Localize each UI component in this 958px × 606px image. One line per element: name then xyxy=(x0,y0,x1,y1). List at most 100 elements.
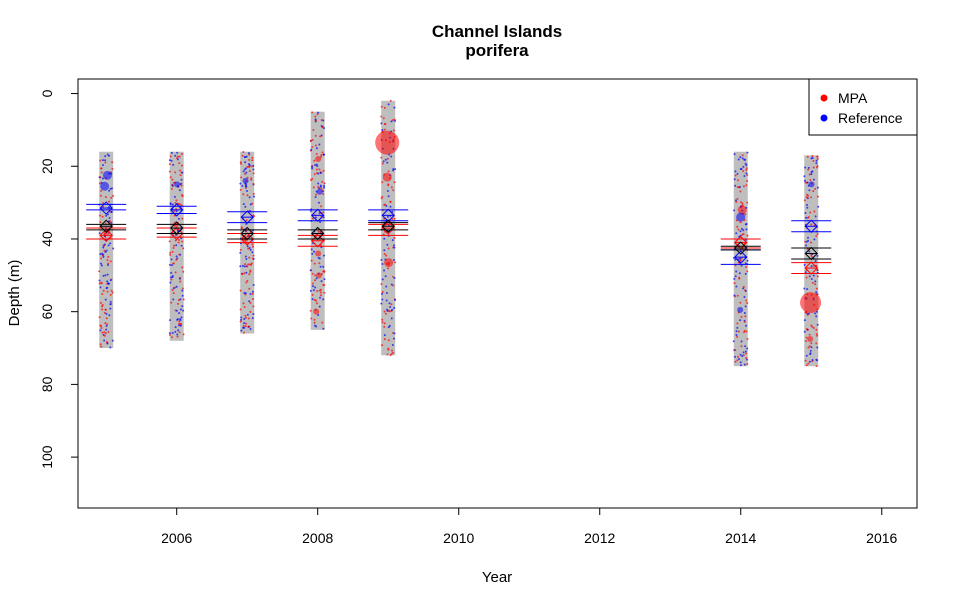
point-reference xyxy=(745,324,748,327)
point-reference xyxy=(815,291,818,294)
point-mpa xyxy=(250,178,253,181)
point-mpa xyxy=(807,362,810,365)
point-reference xyxy=(806,203,809,206)
point-mpa xyxy=(390,186,393,189)
point-reference xyxy=(314,286,317,289)
point-reference xyxy=(737,306,744,313)
point-reference xyxy=(734,258,737,261)
point-reference xyxy=(735,232,738,235)
point-mpa xyxy=(106,290,109,293)
point-mpa xyxy=(746,180,749,183)
x-axis: 2006 2008 2010 2012 2014 2016 xyxy=(161,507,898,546)
point-reference xyxy=(311,298,314,301)
point-reference xyxy=(179,318,182,321)
point-reference xyxy=(392,337,395,340)
point-mpa xyxy=(743,320,746,323)
point-reference xyxy=(104,159,107,162)
point-mpa xyxy=(244,263,247,266)
point-reference xyxy=(177,217,180,220)
point-mpa xyxy=(106,323,109,326)
point-mpa xyxy=(239,188,242,191)
point-mpa xyxy=(316,289,319,292)
point-mpa xyxy=(169,334,172,337)
point-reference xyxy=(816,323,819,326)
point-reference xyxy=(806,288,809,291)
point-reference xyxy=(99,286,102,289)
point-reference xyxy=(99,329,102,332)
point-mpa xyxy=(380,156,383,159)
point-reference xyxy=(387,195,390,198)
point-reference xyxy=(803,287,806,290)
point-mpa xyxy=(319,231,322,234)
point-mpa xyxy=(804,240,807,243)
point-mpa xyxy=(387,267,390,270)
point-mpa xyxy=(315,299,318,302)
point-mpa xyxy=(809,211,812,214)
point-mpa xyxy=(384,258,394,268)
point-reference xyxy=(109,346,112,349)
point-reference xyxy=(249,203,252,206)
point-mpa xyxy=(174,171,177,174)
point-reference xyxy=(735,333,738,336)
point-mpa xyxy=(800,292,822,314)
point-reference xyxy=(102,253,105,256)
point-reference xyxy=(101,177,104,180)
point-mpa xyxy=(816,334,819,337)
point-reference xyxy=(172,287,175,290)
point-reference xyxy=(388,302,391,305)
point-mpa xyxy=(102,201,105,204)
point-mpa xyxy=(240,176,243,179)
point-mpa xyxy=(109,260,112,263)
point-reference xyxy=(385,299,388,302)
point-mpa xyxy=(247,317,250,320)
point-reference xyxy=(746,358,749,361)
point-reference xyxy=(178,277,181,280)
point-reference xyxy=(380,302,383,305)
point-mpa xyxy=(815,332,818,335)
point-mpa xyxy=(242,193,245,196)
point-mpa xyxy=(815,365,818,368)
point-mpa xyxy=(739,221,742,224)
point-reference xyxy=(109,300,112,303)
point-mpa xyxy=(248,158,251,161)
point-reference xyxy=(240,316,243,319)
point-reference xyxy=(309,210,312,213)
point-reference xyxy=(734,275,737,278)
point-mpa xyxy=(100,189,103,192)
point-reference xyxy=(803,263,806,266)
legend: MPA Reference xyxy=(808,78,918,136)
point-reference xyxy=(805,244,808,247)
point-reference xyxy=(105,287,108,290)
point-reference xyxy=(387,103,390,106)
point-reference xyxy=(804,271,807,274)
point-mpa xyxy=(181,193,184,196)
point-mpa xyxy=(739,301,742,304)
point-mpa xyxy=(245,219,248,222)
point-reference xyxy=(386,190,389,193)
point-reference xyxy=(733,277,736,280)
point-reference xyxy=(315,147,318,150)
point-mpa xyxy=(743,329,746,332)
point-reference xyxy=(737,158,740,161)
point-mpa xyxy=(314,115,317,118)
point-reference xyxy=(323,254,326,257)
point-reference xyxy=(732,209,735,212)
point-mpa xyxy=(249,269,252,272)
x-tick-label-2006: 2006 xyxy=(161,530,192,546)
mpa-mean-2007 xyxy=(240,232,254,246)
point-mpa xyxy=(392,129,395,132)
point-mpa xyxy=(311,138,314,141)
point-mpa xyxy=(741,154,744,157)
point-mpa xyxy=(319,135,322,138)
point-reference xyxy=(108,217,111,220)
point-mpa xyxy=(313,262,316,265)
point-reference xyxy=(170,159,173,162)
point-mpa xyxy=(168,163,171,166)
y-tick-label-0: 0 xyxy=(39,89,55,97)
point-reference xyxy=(244,155,247,158)
point-reference xyxy=(810,173,813,176)
point-mpa xyxy=(742,285,745,288)
point-reference xyxy=(808,189,811,192)
point-reference xyxy=(98,232,101,235)
point-reference xyxy=(390,155,393,158)
